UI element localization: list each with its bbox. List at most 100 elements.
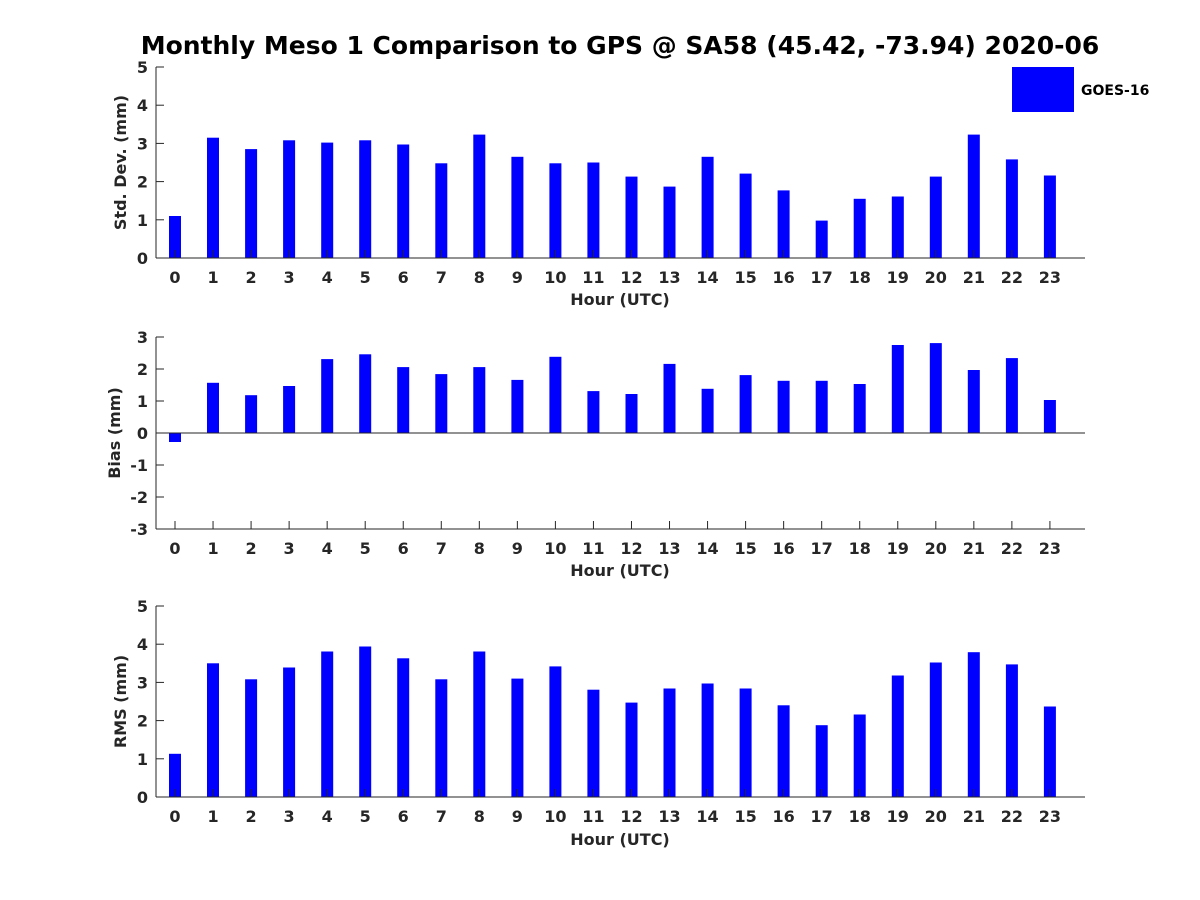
x-tick-label: 7 (436, 539, 447, 558)
bar (853, 198, 866, 258)
bar (967, 652, 980, 797)
x-tick-label: 6 (398, 539, 409, 558)
x-tick-label: 2 (246, 539, 257, 558)
bar (587, 689, 600, 797)
x-tick-label: 18 (849, 807, 871, 826)
bar (359, 354, 372, 433)
bar (207, 382, 219, 433)
bar (511, 678, 524, 797)
bar (929, 343, 942, 433)
bar (1005, 664, 1018, 797)
x-tick-label: 21 (963, 268, 985, 287)
bar (435, 679, 448, 797)
x-tick-label: 18 (849, 539, 871, 558)
bar (777, 705, 790, 797)
bar (283, 667, 296, 797)
x-tick-label: 14 (696, 268, 718, 287)
y-tick-label: 4 (137, 635, 148, 654)
bar (929, 662, 942, 797)
bar (435, 374, 448, 433)
x-tick-label: 7 (436, 807, 447, 826)
bar (169, 753, 181, 797)
bar (397, 144, 410, 258)
bar (815, 220, 828, 258)
bar (739, 688, 752, 797)
y-tick-label: 1 (137, 211, 148, 230)
bar (169, 216, 181, 258)
bar (549, 356, 562, 433)
x-tick-label: 20 (925, 268, 947, 287)
x-tick-label: 9 (512, 807, 523, 826)
y-tick-label: -2 (130, 488, 148, 507)
x-tick-label: 16 (773, 539, 795, 558)
y-axis-label: Bias (mm) (105, 387, 124, 479)
y-tick-label: 2 (137, 360, 148, 379)
bar (473, 367, 486, 433)
x-tick-label: 13 (658, 268, 680, 287)
x-tick-label: 23 (1039, 807, 1061, 826)
x-tick-label: 1 (207, 807, 218, 826)
y-tick-label: 3 (137, 673, 148, 692)
legend: GOES-16 (1012, 67, 1149, 112)
x-tick-label: 12 (620, 807, 642, 826)
x-tick-label: 1 (207, 539, 218, 558)
x-tick-label: 12 (620, 268, 642, 287)
x-tick-label: 23 (1039, 268, 1061, 287)
bar (891, 196, 904, 258)
x-tick-label: 4 (322, 807, 333, 826)
bar (321, 142, 334, 258)
x-axis-label: Hour (UTC) (570, 290, 670, 309)
x-tick-label: 16 (773, 268, 795, 287)
x-tick-label: 1 (207, 268, 218, 287)
bar (701, 388, 714, 433)
bar (245, 395, 258, 433)
bar (777, 380, 790, 433)
bar (625, 702, 638, 797)
bar (929, 176, 942, 258)
bar (1043, 400, 1056, 433)
bar (853, 714, 866, 797)
x-tick-label: 9 (512, 268, 523, 287)
x-axis-label: Hour (UTC) (570, 561, 670, 580)
x-tick-label: 2 (246, 807, 257, 826)
y-tick-label: 5 (137, 597, 148, 616)
bar (245, 679, 258, 797)
x-tick-label: 0 (169, 539, 180, 558)
bar (739, 375, 752, 433)
x-tick-label: 16 (773, 807, 795, 826)
y-tick-label: -1 (130, 456, 148, 475)
y-tick-label: 2 (137, 173, 148, 192)
bar (739, 173, 752, 258)
bar (777, 190, 790, 258)
bar (701, 683, 714, 797)
x-tick-label: 15 (734, 268, 756, 287)
x-tick-label: 4 (322, 539, 333, 558)
bar (283, 140, 296, 258)
x-tick-label: 2 (246, 268, 257, 287)
bar (473, 651, 486, 797)
x-tick-label: 14 (696, 539, 718, 558)
x-axis-label: Hour (UTC) (570, 830, 670, 849)
bar (321, 651, 334, 797)
x-tick-label: 10 (544, 807, 566, 826)
x-tick-label: 20 (925, 807, 947, 826)
bar (549, 163, 562, 258)
y-tick-label: 0 (137, 249, 148, 268)
bar (169, 433, 181, 442)
bar (701, 156, 714, 258)
bar (549, 666, 562, 797)
x-tick-label: 8 (474, 539, 485, 558)
x-tick-label: 17 (811, 807, 833, 826)
bar (359, 140, 372, 258)
bar (891, 675, 904, 797)
bar (435, 163, 448, 258)
y-tick-label: 0 (137, 788, 148, 807)
bar (815, 725, 828, 797)
x-tick-label: 13 (658, 807, 680, 826)
bar (321, 359, 334, 433)
x-tick-label: 17 (811, 539, 833, 558)
bar (1043, 175, 1056, 258)
